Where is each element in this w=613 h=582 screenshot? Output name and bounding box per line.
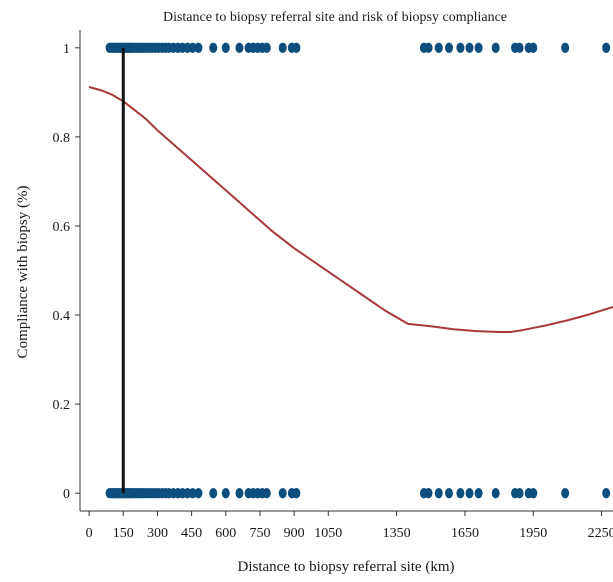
data-point xyxy=(465,487,474,499)
x-tick-label: 300 xyxy=(147,526,168,541)
x-tick-label: 1650 xyxy=(451,526,479,541)
data-point xyxy=(194,487,203,499)
x-tick-label: 750 xyxy=(249,526,270,541)
x-tick-label: 1350 xyxy=(383,526,411,541)
y-tick-label: 0 xyxy=(63,487,70,502)
data-point xyxy=(221,42,230,54)
x-tick-label: 0 xyxy=(86,526,93,541)
x-tick-label: 450 xyxy=(181,526,202,541)
data-point xyxy=(491,487,500,499)
data-point xyxy=(602,42,611,54)
points-layer xyxy=(105,42,611,499)
data-point xyxy=(474,42,483,54)
y-tick-label: 0.2 xyxy=(53,398,71,413)
data-point xyxy=(529,42,538,54)
y-axis-title: Compliance with biopsy (%) xyxy=(15,186,31,359)
chart-title: Distance to biopsy referral site and ris… xyxy=(163,10,507,25)
data-point xyxy=(209,42,218,54)
data-point xyxy=(445,42,453,54)
data-point xyxy=(561,487,570,499)
y-tick-label: 0.4 xyxy=(53,309,71,324)
data-point xyxy=(278,42,287,54)
data-point xyxy=(445,487,453,499)
data-point xyxy=(515,487,524,499)
data-point xyxy=(262,42,271,54)
smoothed-curve xyxy=(88,86,613,333)
data-point xyxy=(424,42,433,54)
data-point xyxy=(515,42,524,54)
data-point xyxy=(561,42,570,54)
x-tick-label: 150 xyxy=(113,526,134,541)
data-point xyxy=(465,42,474,54)
x-tick-label: 1950 xyxy=(519,526,547,541)
data-point xyxy=(474,487,483,499)
y-tick-label: 1 xyxy=(63,42,70,57)
data-point xyxy=(529,487,538,499)
data-point xyxy=(262,487,271,499)
data-point xyxy=(434,42,443,54)
data-point xyxy=(235,42,244,54)
y-tick-label: 0.6 xyxy=(53,220,71,235)
data-point xyxy=(194,42,203,54)
data-point xyxy=(188,42,197,54)
x-tick-label: 900 xyxy=(284,526,305,541)
x-tick-label: 1050 xyxy=(314,526,342,541)
data-point xyxy=(278,487,287,499)
data-point xyxy=(434,487,443,499)
y-tick-label: 0.8 xyxy=(53,131,71,146)
x-tick-label: 600 xyxy=(215,526,236,541)
x-tick-label: 2250 xyxy=(588,526,613,541)
data-point xyxy=(424,487,433,499)
curve-layer xyxy=(88,86,613,333)
data-point xyxy=(235,487,244,499)
x-axis-title: Distance to biopsy referral site (km) xyxy=(237,559,454,575)
data-point xyxy=(209,487,218,499)
data-point xyxy=(602,487,611,499)
data-point xyxy=(456,42,465,54)
data-point xyxy=(456,487,465,499)
axes: 0 0.2 0.4 0.6 0.8 1 0 150 300 450 600 750 900 1050 135… xyxy=(53,30,613,541)
data-point xyxy=(188,487,197,499)
data-point xyxy=(292,42,301,54)
data-point xyxy=(221,487,230,499)
data-point xyxy=(292,487,301,499)
data-point xyxy=(491,42,500,54)
